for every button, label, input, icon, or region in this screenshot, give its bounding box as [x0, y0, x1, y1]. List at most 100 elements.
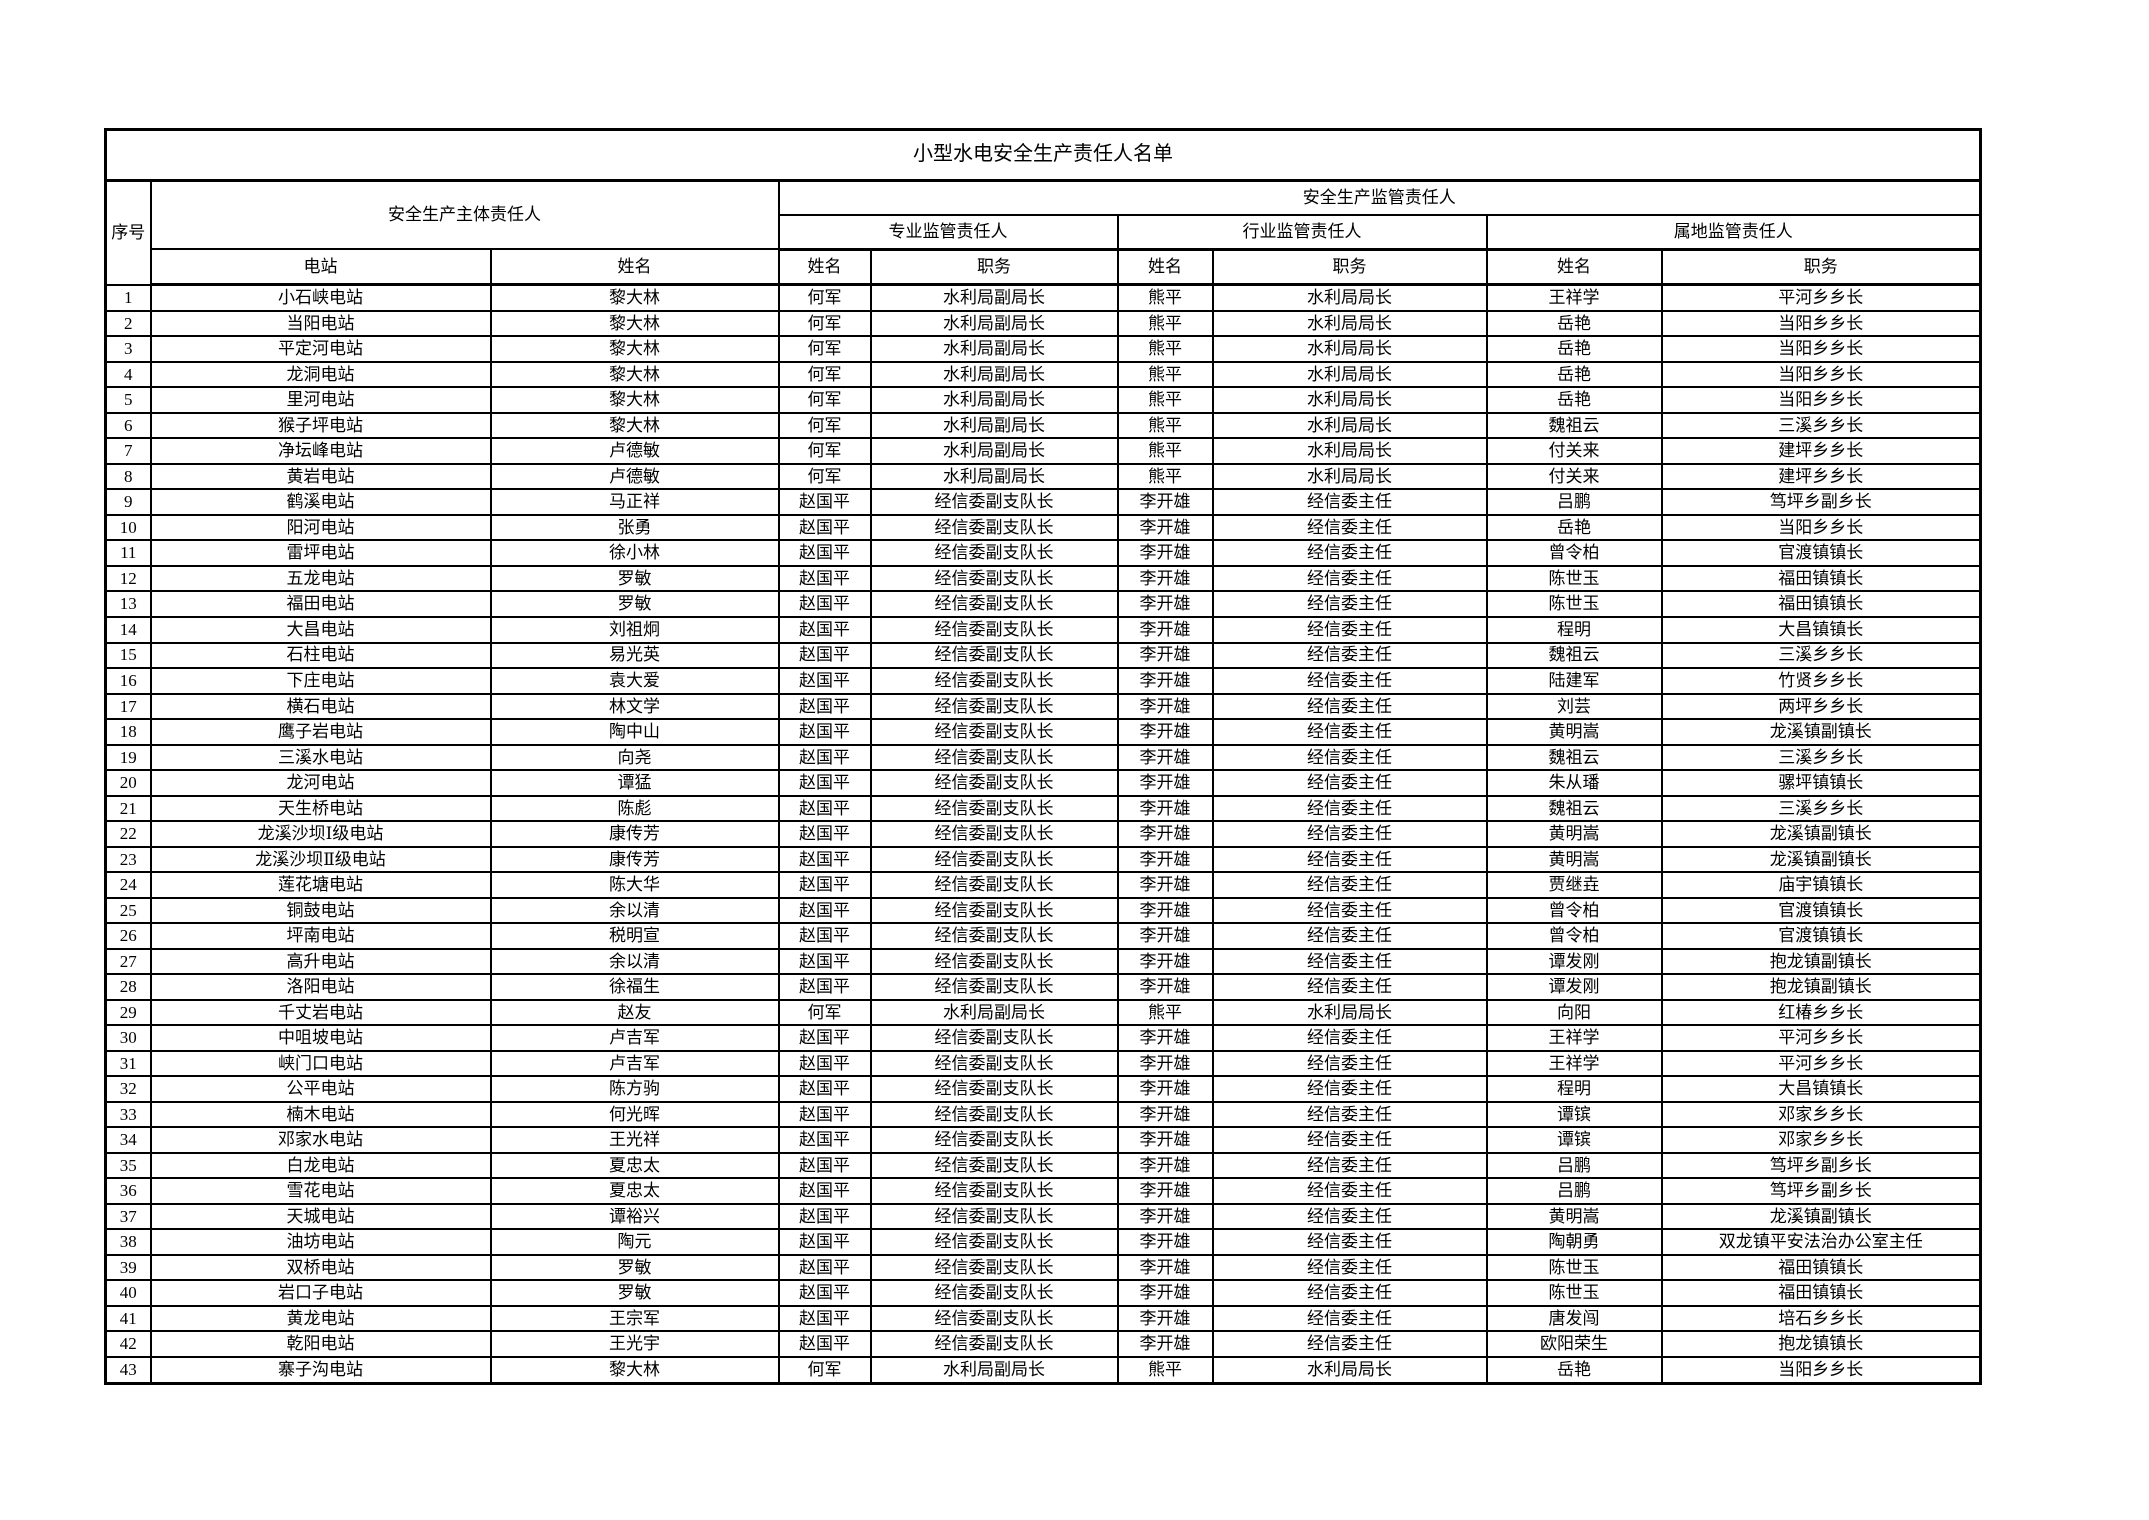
- table-row: 9 鹤溪电站 马正祥 赵国平 经信委副支队长 李开雄 经信委主任 吕鹏 笃坪乡副乡长: [104, 488, 1982, 516]
- cell-prof-name: 赵国平: [777, 564, 872, 593]
- cell-ter-name: 谭镔: [1485, 1100, 1663, 1129]
- cell-station: 天生桥电站: [149, 794, 492, 823]
- cell-ter-title: 当阳乡乡长: [1660, 360, 1982, 389]
- table-row: 3 平定河电站 黎大林 何军 水利局副局长 熊平 水利局局长 岳艳 当阳乡乡长: [104, 335, 1982, 363]
- table-row: 8 黄岩电站 卢德敏 何军 水利局副局长 熊平 水利局局长 付关来 建坪乡乡长: [104, 462, 1982, 491]
- cell-prof-name: 赵国平: [777, 845, 872, 874]
- cell-ind-name: 李开雄: [1116, 794, 1214, 823]
- cell-ter-name: 欧阳荣生: [1485, 1330, 1663, 1358]
- cell-prof-name: 赵国平: [777, 947, 872, 976]
- cell-owner: 黎大林: [489, 309, 780, 338]
- cell-ind-title: 经信委主任: [1211, 1330, 1488, 1358]
- cell-ind-name: 熊平: [1116, 309, 1214, 338]
- cell-seq: 25: [104, 896, 152, 925]
- cell-ind-name: 熊平: [1116, 411, 1214, 440]
- cell-ter-name: 魏祖云: [1485, 794, 1663, 823]
- cell-ind-title: 经信委主任: [1211, 590, 1488, 618]
- cell-ter-title: 培石乡乡长: [1660, 1304, 1982, 1333]
- cell-ter-name: 陈世玉: [1485, 1253, 1663, 1282]
- table-row: 33 楠木电站 何光晖 赵国平 经信委副支队长 李开雄 经信委主任 谭镔 邓家乡乡长: [104, 1100, 1982, 1129]
- cell-seq: 10: [104, 513, 152, 542]
- cell-prof-name: 赵国平: [777, 1253, 872, 1282]
- cell-ind-title: 经信委主任: [1211, 1049, 1488, 1078]
- cell-prof-name: 赵国平: [777, 513, 872, 542]
- header-supervision-group: 安全生产监管责任人: [777, 179, 1982, 217]
- cell-prof-title: 经信委副支队长: [869, 616, 1119, 644]
- cell-ter-name: 朱从璠: [1485, 769, 1663, 797]
- cell-owner: 袁大爱: [489, 667, 780, 695]
- cell-ter-title: 龙溪镇副镇长: [1660, 845, 1982, 874]
- cell-station: 横石电站: [149, 692, 492, 721]
- cell-prof-name: 何军: [777, 1355, 872, 1385]
- cell-seq: 29: [104, 998, 152, 1027]
- cell-prof-name: 赵国平: [777, 1330, 872, 1358]
- cell-ter-name: 岳艳: [1485, 1355, 1663, 1385]
- cell-ind-title: 经信委主任: [1211, 896, 1488, 925]
- cell-ind-name: 李开雄: [1116, 616, 1214, 644]
- cell-ter-title: 龙溪镇副镇长: [1660, 820, 1982, 848]
- cell-ind-name: 李开雄: [1116, 488, 1214, 516]
- cell-station: 小石峡电站: [149, 283, 492, 312]
- cell-seq: 22: [104, 820, 152, 848]
- cell-seq: 34: [104, 1126, 152, 1154]
- cell-prof-title: 经信委副支队长: [869, 947, 1119, 976]
- cell-station: 天城电站: [149, 1202, 492, 1231]
- cell-ind-name: 熊平: [1116, 462, 1214, 491]
- cell-owner: 卢吉军: [489, 1049, 780, 1078]
- cell-prof-title: 经信委副支队长: [869, 1304, 1119, 1333]
- cell-ter-title: 龙溪镇副镇长: [1660, 718, 1982, 746]
- cell-station: 龙溪沙坝Ⅱ级电站: [149, 845, 492, 874]
- responsibility-table: 小型水电安全生产责任人名单 序号 安全生产主体责任人 安全生产监管责任人 专业监…: [104, 128, 1983, 1385]
- cell-prof-title: 经信委副支队长: [869, 641, 1119, 669]
- cell-ter-name: 王祥学: [1485, 1049, 1663, 1078]
- cell-owner: 谭猛: [489, 769, 780, 797]
- cell-ind-title: 水利局局长: [1211, 309, 1488, 338]
- cell-owner: 赵友: [489, 998, 780, 1027]
- cell-ind-title: 经信委主任: [1211, 692, 1488, 721]
- cell-prof-name: 赵国平: [777, 1049, 872, 1078]
- cell-owner: 康传芳: [489, 820, 780, 848]
- cell-prof-name: 赵国平: [777, 488, 872, 516]
- header-subgroup-professional: 专业监管责任人: [777, 214, 1119, 251]
- cell-prof-title: 水利局副局长: [869, 437, 1119, 465]
- cell-ter-title: 平河乡乡长: [1660, 283, 1982, 312]
- cell-station: 洛阳电站: [149, 973, 492, 1001]
- table-row: 32 公平电站 陈方驹 赵国平 经信委副支队长 李开雄 经信委主任 程明 大昌镇镇长: [104, 1075, 1982, 1103]
- cell-ind-title: 经信委主任: [1211, 743, 1488, 772]
- cell-owner: 罗敏: [489, 1253, 780, 1282]
- cell-ter-title: 两坪乡乡长: [1660, 692, 1982, 721]
- cell-seq: 27: [104, 947, 152, 976]
- cell-ter-name: 黄明嵩: [1485, 1202, 1663, 1231]
- cell-ind-name: 李开雄: [1116, 1228, 1214, 1256]
- cell-station: 大昌电站: [149, 616, 492, 644]
- cell-ind-title: 水利局局长: [1211, 335, 1488, 363]
- cell-ind-name: 李开雄: [1116, 1330, 1214, 1358]
- table-row: 42 乾阳电站 王光宇 赵国平 经信委副支队长 李开雄 经信委主任 欧阳荣生 抱龙镇镇长: [104, 1330, 1982, 1358]
- cell-owner: 易光英: [489, 641, 780, 669]
- cell-seq: 43: [104, 1355, 152, 1385]
- header-territorial-name: 姓名: [1485, 248, 1663, 287]
- cell-ind-name: 熊平: [1116, 335, 1214, 363]
- cell-owner: 夏忠太: [489, 1177, 780, 1205]
- cell-ind-title: 经信委主任: [1211, 769, 1488, 797]
- cell-ter-title: 竹贤乡乡长: [1660, 667, 1982, 695]
- cell-owner: 卢德敏: [489, 437, 780, 465]
- cell-ter-title: 骡坪镇镇长: [1660, 769, 1982, 797]
- cell-owner: 黎大林: [489, 386, 780, 414]
- table-row: 36 雪花电站 夏忠太 赵国平 经信委副支队长 李开雄 经信委主任 吕鹏 笃坪乡副乡长: [104, 1177, 1982, 1205]
- cell-ind-name: 李开雄: [1116, 1202, 1214, 1231]
- table-row: 29 千丈岩电站 赵友 何军 水利局副局长 熊平 水利局局长 向阳 红椿乡乡长: [104, 998, 1982, 1027]
- cell-station: 楠木电站: [149, 1100, 492, 1129]
- cell-ind-title: 经信委主任: [1211, 718, 1488, 746]
- cell-ind-name: 熊平: [1116, 386, 1214, 414]
- cell-ter-title: 福田镇镇长: [1660, 1253, 1982, 1282]
- cell-owner: 卢吉军: [489, 1024, 780, 1052]
- cell-ind-name: 熊平: [1116, 437, 1214, 465]
- cell-ter-title: 平河乡乡长: [1660, 1024, 1982, 1052]
- cell-ind-name: 李开雄: [1116, 820, 1214, 848]
- cell-ind-name: 李开雄: [1116, 667, 1214, 695]
- cell-ind-title: 经信委主任: [1211, 973, 1488, 1001]
- cell-ter-name: 付关来: [1485, 462, 1663, 491]
- cell-ter-name: 贾继垚: [1485, 871, 1663, 899]
- table-row: 16 下庄电站 袁大爱 赵国平 经信委副支队长 李开雄 经信委主任 陆建军 竹贤乡乡长: [104, 667, 1982, 695]
